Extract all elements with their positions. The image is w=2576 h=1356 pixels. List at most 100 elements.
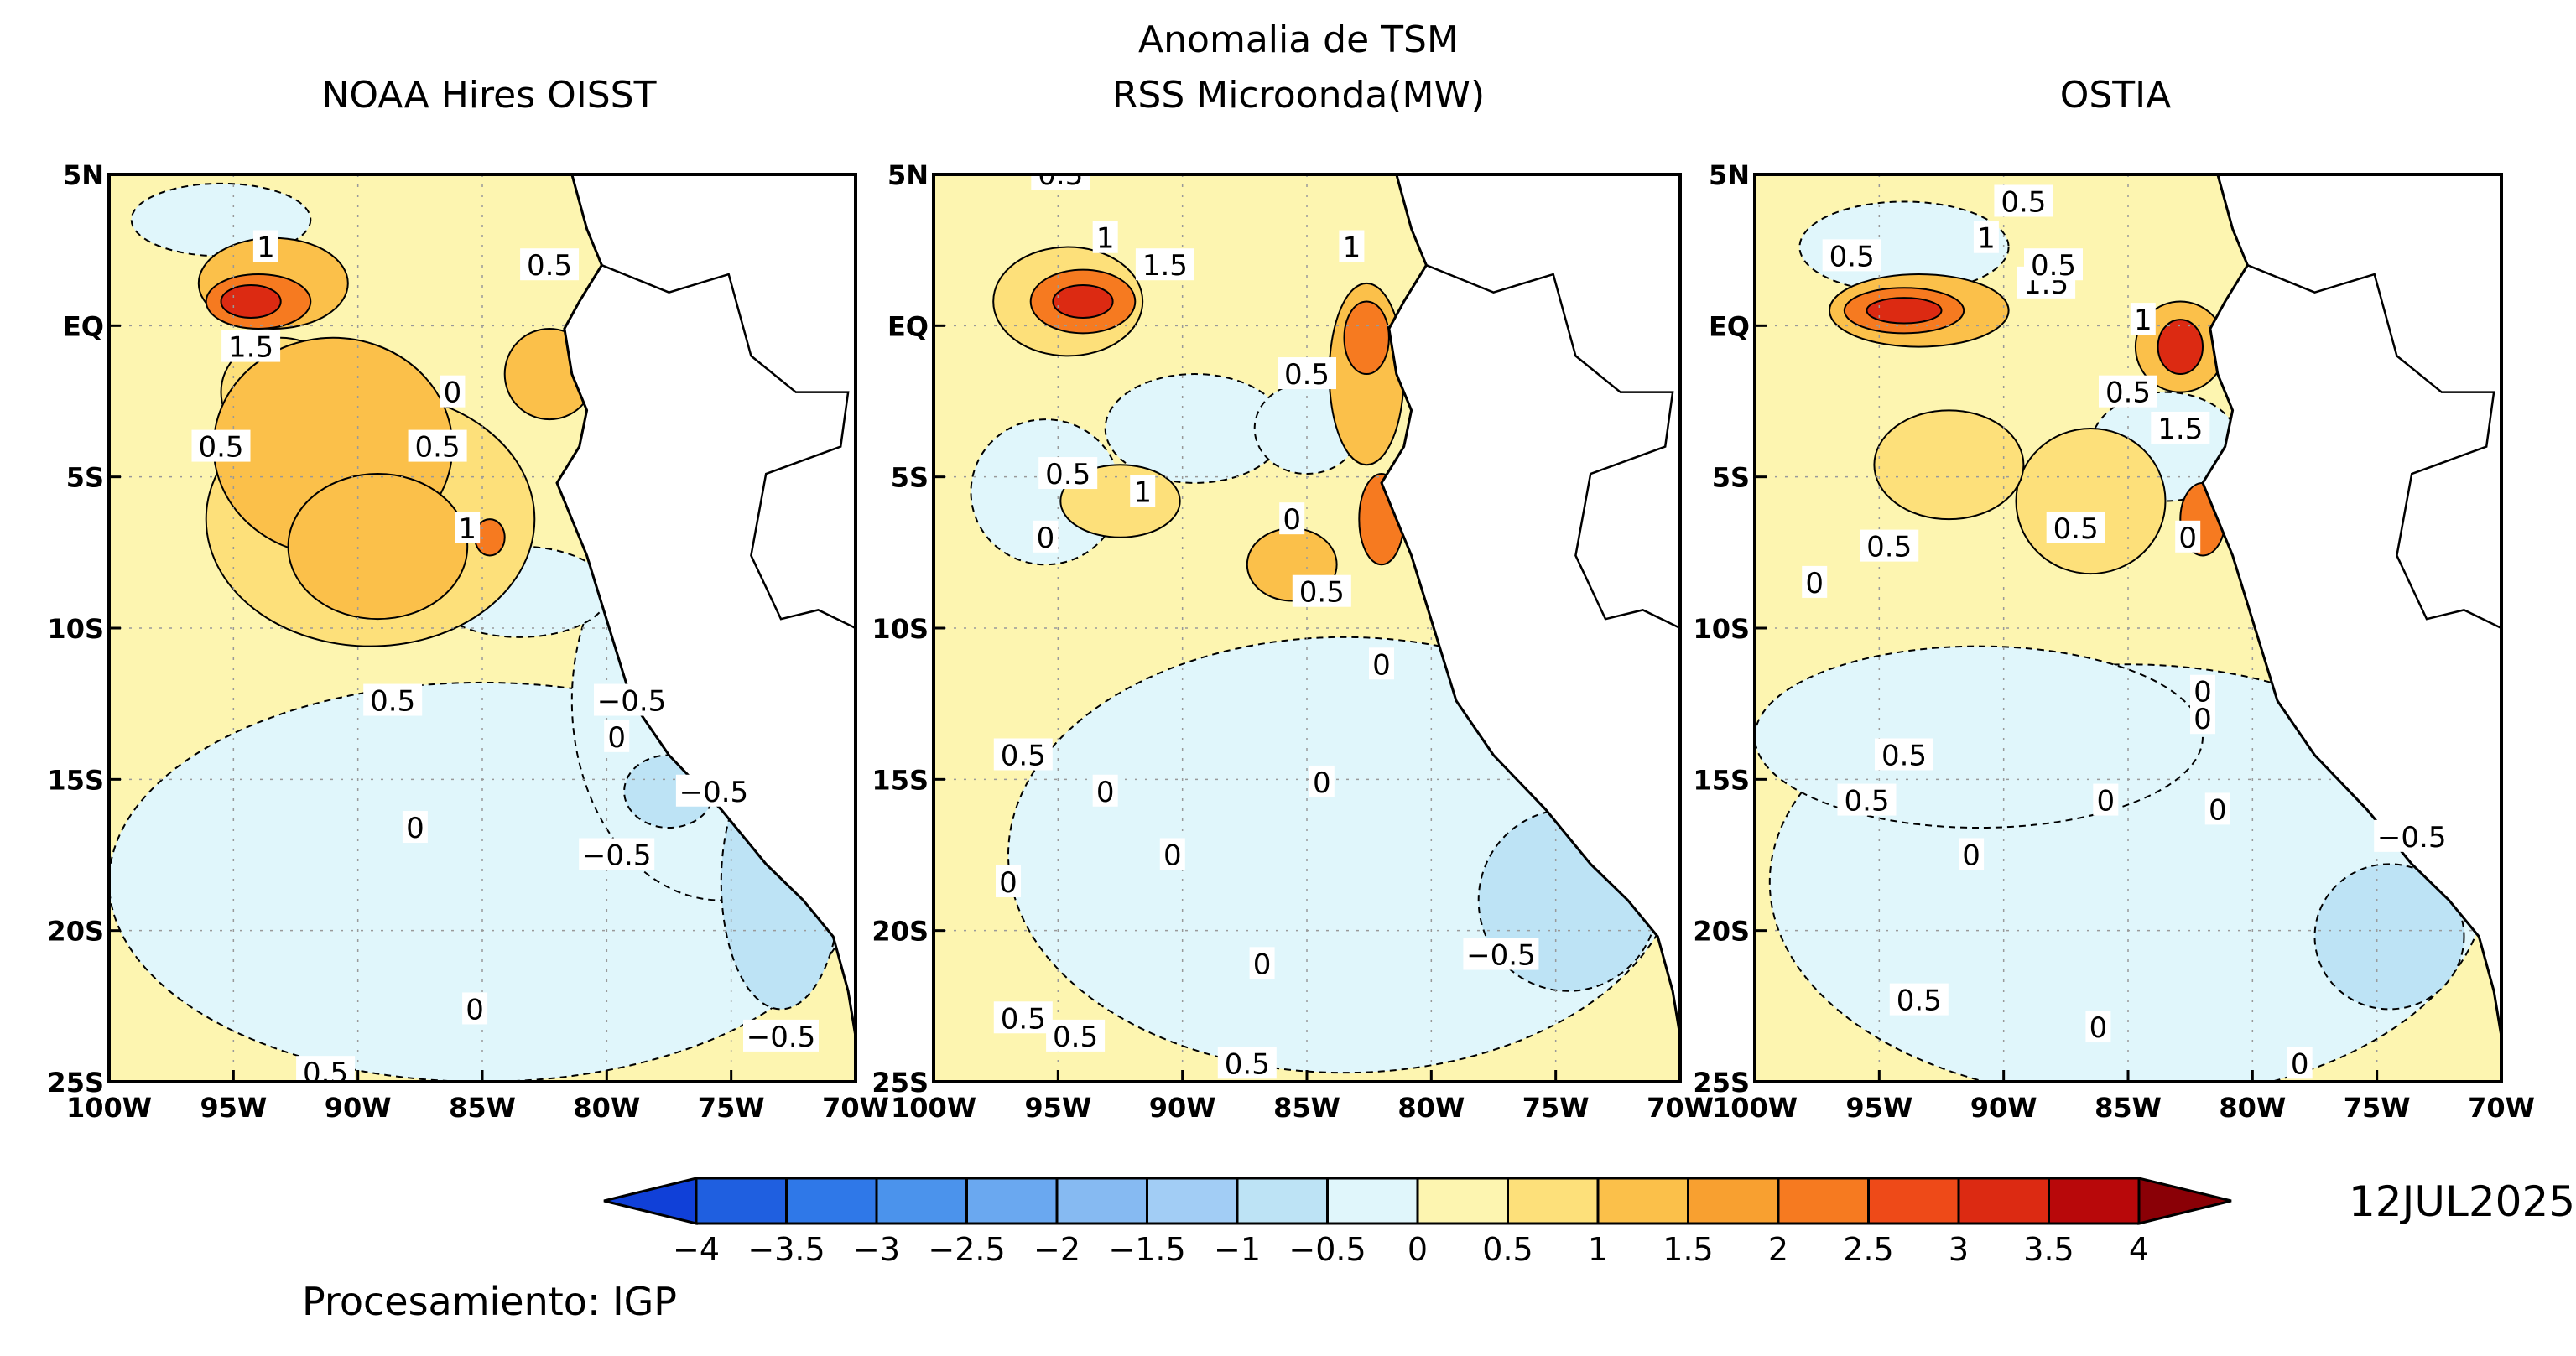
- contour-label: 0: [2209, 793, 2227, 827]
- contour-label-bg: [462, 992, 488, 1025]
- lon-tick-label: 100W: [891, 1092, 976, 1124]
- lon-tick-label: 95W: [1845, 1092, 1912, 1124]
- contour-label-bg: [2287, 1047, 2313, 1079]
- date-label: 12JUL2025: [2349, 1177, 2575, 1226]
- contour-label: 0: [1805, 567, 1824, 600]
- contour-label-bg: [1279, 502, 1305, 535]
- country-border: [1425, 264, 1680, 630]
- contour-label: 1: [1977, 222, 1996, 256]
- colorbar-tick-label: 2: [1768, 1231, 1788, 1268]
- contour-label: 0.5: [1844, 785, 1889, 818]
- contour-label: 0: [2194, 703, 2212, 736]
- contour-label: 0.5: [1001, 1002, 1046, 1036]
- contour-label: 0.5: [1299, 576, 1345, 610]
- colorbar-swatch: [1596, 1177, 1689, 1225]
- contour-label-bg: [1369, 647, 1394, 680]
- contour-label: 0: [1163, 839, 1182, 873]
- colorbar-tick-label: 4: [2129, 1231, 2149, 1268]
- lon-tick-label: 90W: [1970, 1092, 2037, 1124]
- colorbar: −4 −3.5 −3 −2.5 −2 −1.5 −1 −0.5 0 0.5 1 1.5 2 2.5 3 3.5…: [603, 1177, 2232, 1268]
- lon-tick-label: 85W: [1273, 1092, 1340, 1124]
- lon-tick-label: 85W: [2095, 1092, 2162, 1124]
- contour-label-bg: [1309, 765, 1335, 797]
- contour-label-bg: [455, 511, 481, 543]
- land-mass: [1380, 174, 1680, 1037]
- contour-label-bg: [1837, 783, 1897, 816]
- contour-label-bg: [1092, 221, 1118, 253]
- contour-label: 0: [999, 866, 1017, 900]
- colorbar-swatch: [2048, 1177, 2141, 1225]
- lon-tick-label: 90W: [1149, 1092, 1216, 1124]
- lat-tick-label: 15S: [872, 764, 929, 796]
- colorbar-tick-label: −4: [673, 1231, 720, 1268]
- contour-label-bg: [1889, 983, 1949, 1016]
- contour-label-bg: [604, 720, 630, 752]
- contour-label-bg: [2024, 248, 2083, 281]
- lat-tick-label: 15S: [47, 764, 104, 796]
- contour-label-bg: [1278, 357, 1336, 390]
- lat-tick-label: EQ: [1709, 310, 1750, 342]
- lat-tick-label: 25S: [1693, 1067, 1750, 1099]
- contour-label-bg: [993, 1001, 1053, 1034]
- colorbar-swatch: [1957, 1177, 2050, 1225]
- contour-label: 0.5: [1284, 358, 1330, 392]
- colorbar-tick-label: 3: [1949, 1231, 1969, 1268]
- lat-tick-label: 20S: [1693, 916, 1750, 948]
- lat-tick-label: 5N: [63, 159, 104, 191]
- lon-tick-label: 90W: [325, 1092, 392, 1124]
- contour-label-bg: [1292, 574, 1351, 607]
- contour-label-bg: [594, 683, 669, 716]
- contour-label: 0: [444, 377, 462, 410]
- map-panel-noaa: 10.51.500.5 0.510.5 −0.50−0.50−0.50−0.50.5…: [47, 159, 888, 1124]
- lon-tick-label: 70W: [1647, 1092, 1714, 1124]
- contour-label: 0.5: [2105, 377, 2151, 410]
- contour-label-bg: [2130, 303, 2156, 335]
- lat-tick-label: 20S: [47, 916, 104, 948]
- contour-label: 0.5: [2001, 185, 2046, 219]
- contour-label: 0: [607, 721, 626, 755]
- lat-tick-label: EQ: [887, 310, 929, 342]
- anomaly-region: [2015, 427, 2167, 575]
- panel-title-ostia: OSTIA: [2060, 74, 2172, 117]
- lat-tick-label: 5N: [887, 159, 929, 191]
- contour-label: 0.5: [1045, 458, 1090, 491]
- contour-label: 0.5: [370, 685, 415, 719]
- anomaly-region: [220, 284, 282, 319]
- contour-label: 1.5: [1142, 249, 1188, 283]
- contour-label: 0.5: [1829, 240, 1875, 273]
- contour-label: 0: [1962, 839, 1980, 873]
- contour-label-bg: [2046, 511, 2105, 543]
- colorbar-swatch: [965, 1177, 1059, 1225]
- lat-tick-label: 20S: [872, 916, 929, 948]
- contour-label: −0.5: [2377, 821, 2447, 855]
- contour-label: 0: [1096, 776, 1115, 809]
- contour-label-bg: [1135, 248, 1194, 281]
- contour-label-bg: [1994, 184, 2053, 217]
- contour-label-bg: [1038, 457, 1098, 490]
- contour-label: −0.5: [582, 839, 652, 873]
- colorbar-tick-label: −2: [1033, 1231, 1080, 1268]
- lon-tick-label: 80W: [573, 1092, 640, 1124]
- lat-tick-label: 10S: [47, 613, 104, 645]
- lat-tick-label: 5N: [1709, 159, 1750, 191]
- contour-label: 1: [458, 512, 476, 546]
- lon-tick-label: 95W: [200, 1092, 267, 1124]
- contour-label: 1: [1343, 231, 1361, 265]
- contour-label-bg: [1822, 239, 1881, 272]
- contour-label: 0: [2178, 522, 2197, 555]
- anomaly-region: [1866, 297, 1943, 325]
- colorbar-swatch: [1055, 1177, 1148, 1225]
- contour-label-bg: [993, 738, 1053, 771]
- contour-label-bg: [743, 1019, 819, 1052]
- contour-label-bg: [191, 429, 251, 462]
- contour-label-bg: [2085, 1011, 2111, 1043]
- panel-title-rss: RSS Microonda(MW): [1112, 74, 1485, 117]
- contour-label-bg: [408, 429, 467, 462]
- contour-label: 0: [1037, 522, 1055, 555]
- lat-tick-label: 5S: [66, 462, 104, 494]
- contour-label: 1.5: [228, 331, 273, 365]
- colorbar-tick-label: 1.5: [1663, 1231, 1713, 1268]
- contour-label-bg: [2204, 792, 2230, 825]
- lon-tick-label: 80W: [1397, 1092, 1465, 1124]
